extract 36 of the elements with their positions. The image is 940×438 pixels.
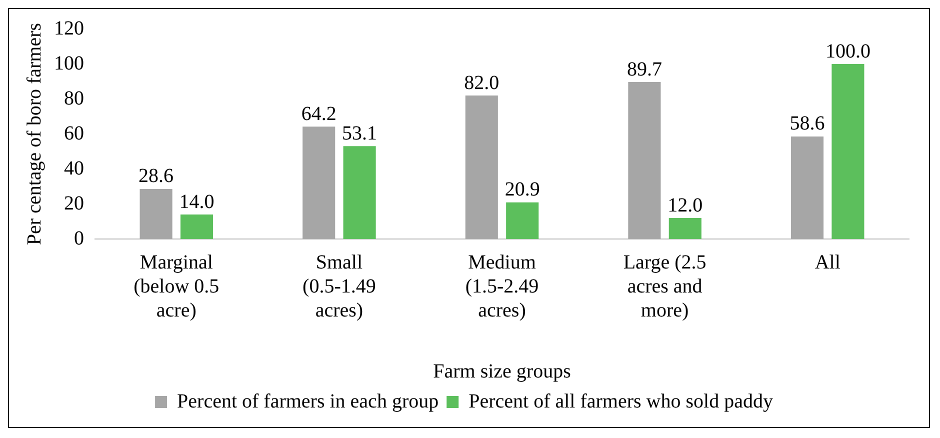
y-tick-label: 80 (64, 87, 84, 110)
x-tick-label: Small (0.5-1.49 acres) (302, 251, 376, 322)
bar (668, 218, 702, 239)
bar (506, 202, 539, 239)
y-tick-label: 40 (64, 157, 84, 180)
data-label: 89.7 (626, 58, 662, 80)
bar (343, 146, 376, 239)
bar (790, 136, 824, 239)
x-tick-label: Large (2.5 acres and more) (623, 251, 706, 322)
data-label: 28.6 (138, 165, 174, 188)
data-label: 100.0 (825, 40, 870, 62)
data-label: 64.2 (301, 102, 336, 125)
bar (302, 126, 336, 239)
data-label: 53.1 (342, 122, 378, 144)
y-tick-label: 60 (64, 122, 84, 144)
bar (180, 214, 214, 239)
data-label: 58.6 (790, 112, 825, 135)
y-tick-label: 120 (54, 17, 84, 40)
x-tick-label: All (814, 251, 841, 274)
legend-label: Percent of farmers in each group (177, 390, 439, 412)
bar (140, 188, 172, 239)
data-label: 20.9 (504, 178, 540, 201)
data-label: 14.0 (179, 190, 214, 213)
legend-label: Percent of all farmers who sold paddy (468, 390, 773, 412)
y-tick-label: 20 (64, 192, 84, 214)
bar (832, 64, 864, 239)
x-axis-title: Farm size groups (433, 360, 572, 382)
data-label: 82.0 (464, 72, 500, 94)
bar (628, 82, 661, 239)
bar (465, 96, 498, 239)
y-axis-title: Per centage of boro farmers (23, 22, 46, 246)
data-label: 12.0 (668, 194, 703, 216)
y-tick-label: 0 (74, 227, 84, 250)
x-tick-label: Marginal (below 0.5 acre) (134, 251, 220, 322)
y-tick-label: 100 (54, 52, 84, 74)
x-tick-label: Medium (1.5-2.49 acres) (465, 251, 539, 322)
